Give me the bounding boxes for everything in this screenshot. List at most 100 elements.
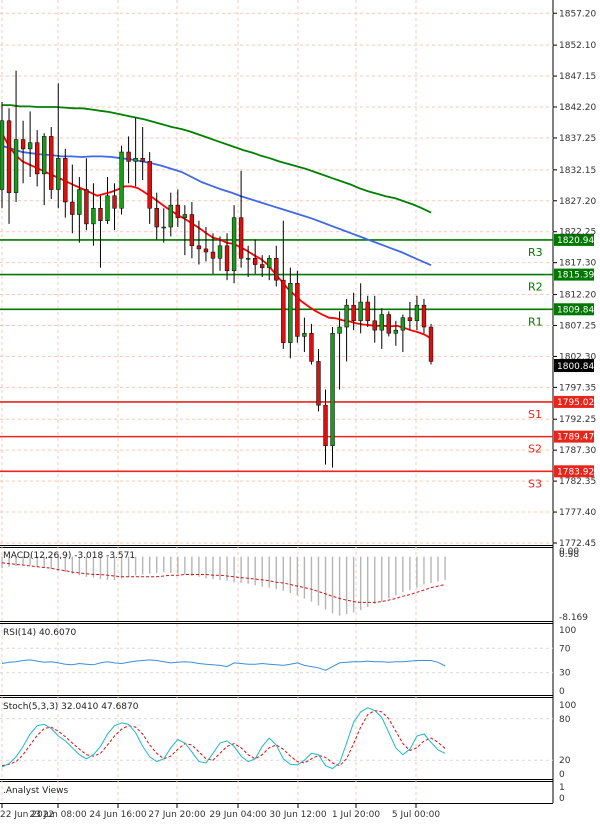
time-tick-label: 1 Jul 20:00 xyxy=(332,810,381,820)
candle-body xyxy=(281,279,286,343)
candle-body xyxy=(70,201,75,215)
candle-body xyxy=(119,151,124,209)
candle-body xyxy=(126,151,131,162)
candle-body xyxy=(288,283,293,343)
level-value-r2: 1815.39 xyxy=(557,271,594,281)
candle-body xyxy=(295,283,300,337)
candle-body xyxy=(203,248,209,253)
level-name-s1: S1 xyxy=(528,408,542,421)
level-name-r1: R1 xyxy=(528,315,543,328)
macd-axis-top-2: 0.00 xyxy=(559,547,579,557)
stoch-label: Stoch(5,3,3) 32.0410 47.6870 xyxy=(3,702,139,712)
candle-body xyxy=(414,304,420,322)
price-tick-label: 1797.35 xyxy=(559,383,596,393)
moving-average-line-2 xyxy=(1,132,432,340)
candle-body xyxy=(372,320,377,331)
moving-average-line-1 xyxy=(1,144,432,267)
candle-body xyxy=(105,195,110,222)
candle-body xyxy=(6,120,12,193)
price-tick-label: 1807.25 xyxy=(559,321,596,331)
candlestick-layer xyxy=(0,70,434,468)
candle-body xyxy=(154,208,159,228)
rsi-tick-label: 30 xyxy=(559,669,571,679)
stoch-signal-line xyxy=(1,709,446,767)
level-name-s2: S2 xyxy=(528,443,542,456)
macd-axis-bottom: -8.169 xyxy=(559,613,588,623)
price-tick-label: 1817.30 xyxy=(559,259,596,269)
price-tick-label: 1827.20 xyxy=(559,197,596,207)
candle-body xyxy=(365,301,370,322)
candle-body xyxy=(0,120,5,190)
candle-body xyxy=(98,208,103,222)
price-tick-label: 1772.45 xyxy=(559,539,596,549)
candle-body xyxy=(323,404,328,447)
grid-layer xyxy=(0,0,553,803)
moving-average-line-0 xyxy=(2,104,432,214)
candle-body xyxy=(316,361,321,406)
candle-body xyxy=(421,304,427,328)
level-name-s3: S3 xyxy=(528,477,542,490)
candle-body xyxy=(217,245,223,259)
candle-body xyxy=(49,136,54,190)
rsi-tick-label: 100 xyxy=(559,626,576,636)
price-tick-label: 1792.25 xyxy=(559,415,596,425)
candle-body xyxy=(302,333,307,337)
rsi-tick-label: 70 xyxy=(559,644,571,654)
candle-body xyxy=(358,301,363,322)
candle-body xyxy=(147,161,152,209)
rsi-label: RSI(14) 40.6070 xyxy=(3,628,76,638)
candle-body xyxy=(238,217,244,259)
stochastic-axis: 100 80 20 0 xyxy=(559,701,576,780)
stochastic-panel xyxy=(0,707,553,770)
current-price-marker: 1800.84 xyxy=(554,359,594,373)
price-tick-label: 1777.40 xyxy=(559,508,596,518)
price-tick-label: 1802.30 xyxy=(559,352,596,362)
candle-body xyxy=(400,317,406,331)
candle-body xyxy=(351,304,356,322)
candle-body xyxy=(224,245,230,272)
level-value-box xyxy=(554,233,594,246)
rsi-tick-label: 0 xyxy=(559,687,565,697)
candle-body xyxy=(337,326,342,334)
stoch-tick-label: 100 xyxy=(559,701,576,711)
candle-body xyxy=(393,329,399,334)
price-tick-label: 1812.20 xyxy=(559,291,596,301)
price-tick-label: 1832.15 xyxy=(559,166,596,176)
price-tick-label: 1837.25 xyxy=(559,134,596,144)
time-tick-label: 22 Jun 2022 xyxy=(0,810,54,820)
level-name-r3: R3 xyxy=(528,246,543,259)
macd-axis-top: 0.98 xyxy=(559,550,579,560)
price-tick-label: 1847.15 xyxy=(559,72,596,82)
analyst-label: .Analyst Views xyxy=(3,786,68,796)
candle-body xyxy=(112,195,117,209)
stoch-tick-label: 20 xyxy=(559,756,571,766)
candle-body xyxy=(407,317,413,322)
candle-body xyxy=(189,214,195,247)
candle-body xyxy=(309,333,314,362)
stoch-main-line xyxy=(1,707,446,770)
time-tick-label: 27 Jun 20:00 xyxy=(148,810,205,820)
time-tick-label: 29 Jun 04:00 xyxy=(209,810,266,820)
rsi-panel xyxy=(0,647,553,674)
time-tick-label: 24 Jun 16:00 xyxy=(89,810,146,820)
candle-body xyxy=(27,142,33,150)
price-tick-label: 1857.20 xyxy=(559,9,596,19)
candle-body xyxy=(196,245,202,250)
stoch-tick-label: 80 xyxy=(559,715,571,725)
candle-body xyxy=(56,158,61,190)
candle-body xyxy=(20,139,26,150)
analyst-axis-1: 1 xyxy=(559,783,565,793)
candle-body xyxy=(260,264,265,268)
time-tick-label: 23 Jun 08:00 xyxy=(29,810,86,820)
level-value-box xyxy=(554,303,594,316)
rsi-line xyxy=(1,659,446,671)
level-value-s1: 1795.02 xyxy=(557,398,594,408)
candle-body xyxy=(245,258,251,260)
candle-body xyxy=(161,226,166,229)
level-name-r2: R2 xyxy=(528,281,543,294)
candle-body xyxy=(210,251,216,259)
rsi-axis: 100 70 30 0 xyxy=(559,626,576,697)
candle-body xyxy=(274,258,279,281)
analyst-axis-0: 0 xyxy=(559,794,565,804)
